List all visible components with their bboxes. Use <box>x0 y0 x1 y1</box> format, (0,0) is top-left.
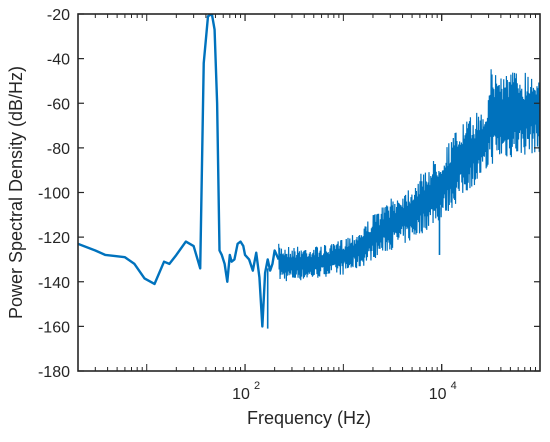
x-tick-label-exponent: 4 <box>451 380 457 392</box>
y-tick-label: -20 <box>47 7 70 24</box>
y-tick-label: -100 <box>38 186 70 203</box>
x-tick-label: 10 <box>232 386 250 403</box>
y-tick-label: -120 <box>38 230 70 247</box>
y-tick-label: -160 <box>38 319 70 336</box>
plot-area <box>78 14 540 329</box>
y-tick-label: -140 <box>38 275 70 292</box>
y-tick-label: -40 <box>47 52 70 69</box>
psd-line-low-freq <box>78 14 280 328</box>
x-tick-label: 10 <box>429 386 447 403</box>
ticks: -180 -160 -140 -120 -100 -80 -60 -40 -20 10 2 10 4 <box>38 7 541 403</box>
y-axis-label: Power Spectral Density (dB/Hz) <box>6 66 26 319</box>
y-tick-label: -60 <box>47 96 70 113</box>
y-tick-label: -80 <box>47 141 70 158</box>
y-tick-label: -180 <box>38 364 70 381</box>
x-tick-label-exponent: 2 <box>254 380 260 392</box>
x-axis-label: Frequency (Hz) <box>247 408 371 428</box>
psd-line-noise-band <box>278 69 540 282</box>
